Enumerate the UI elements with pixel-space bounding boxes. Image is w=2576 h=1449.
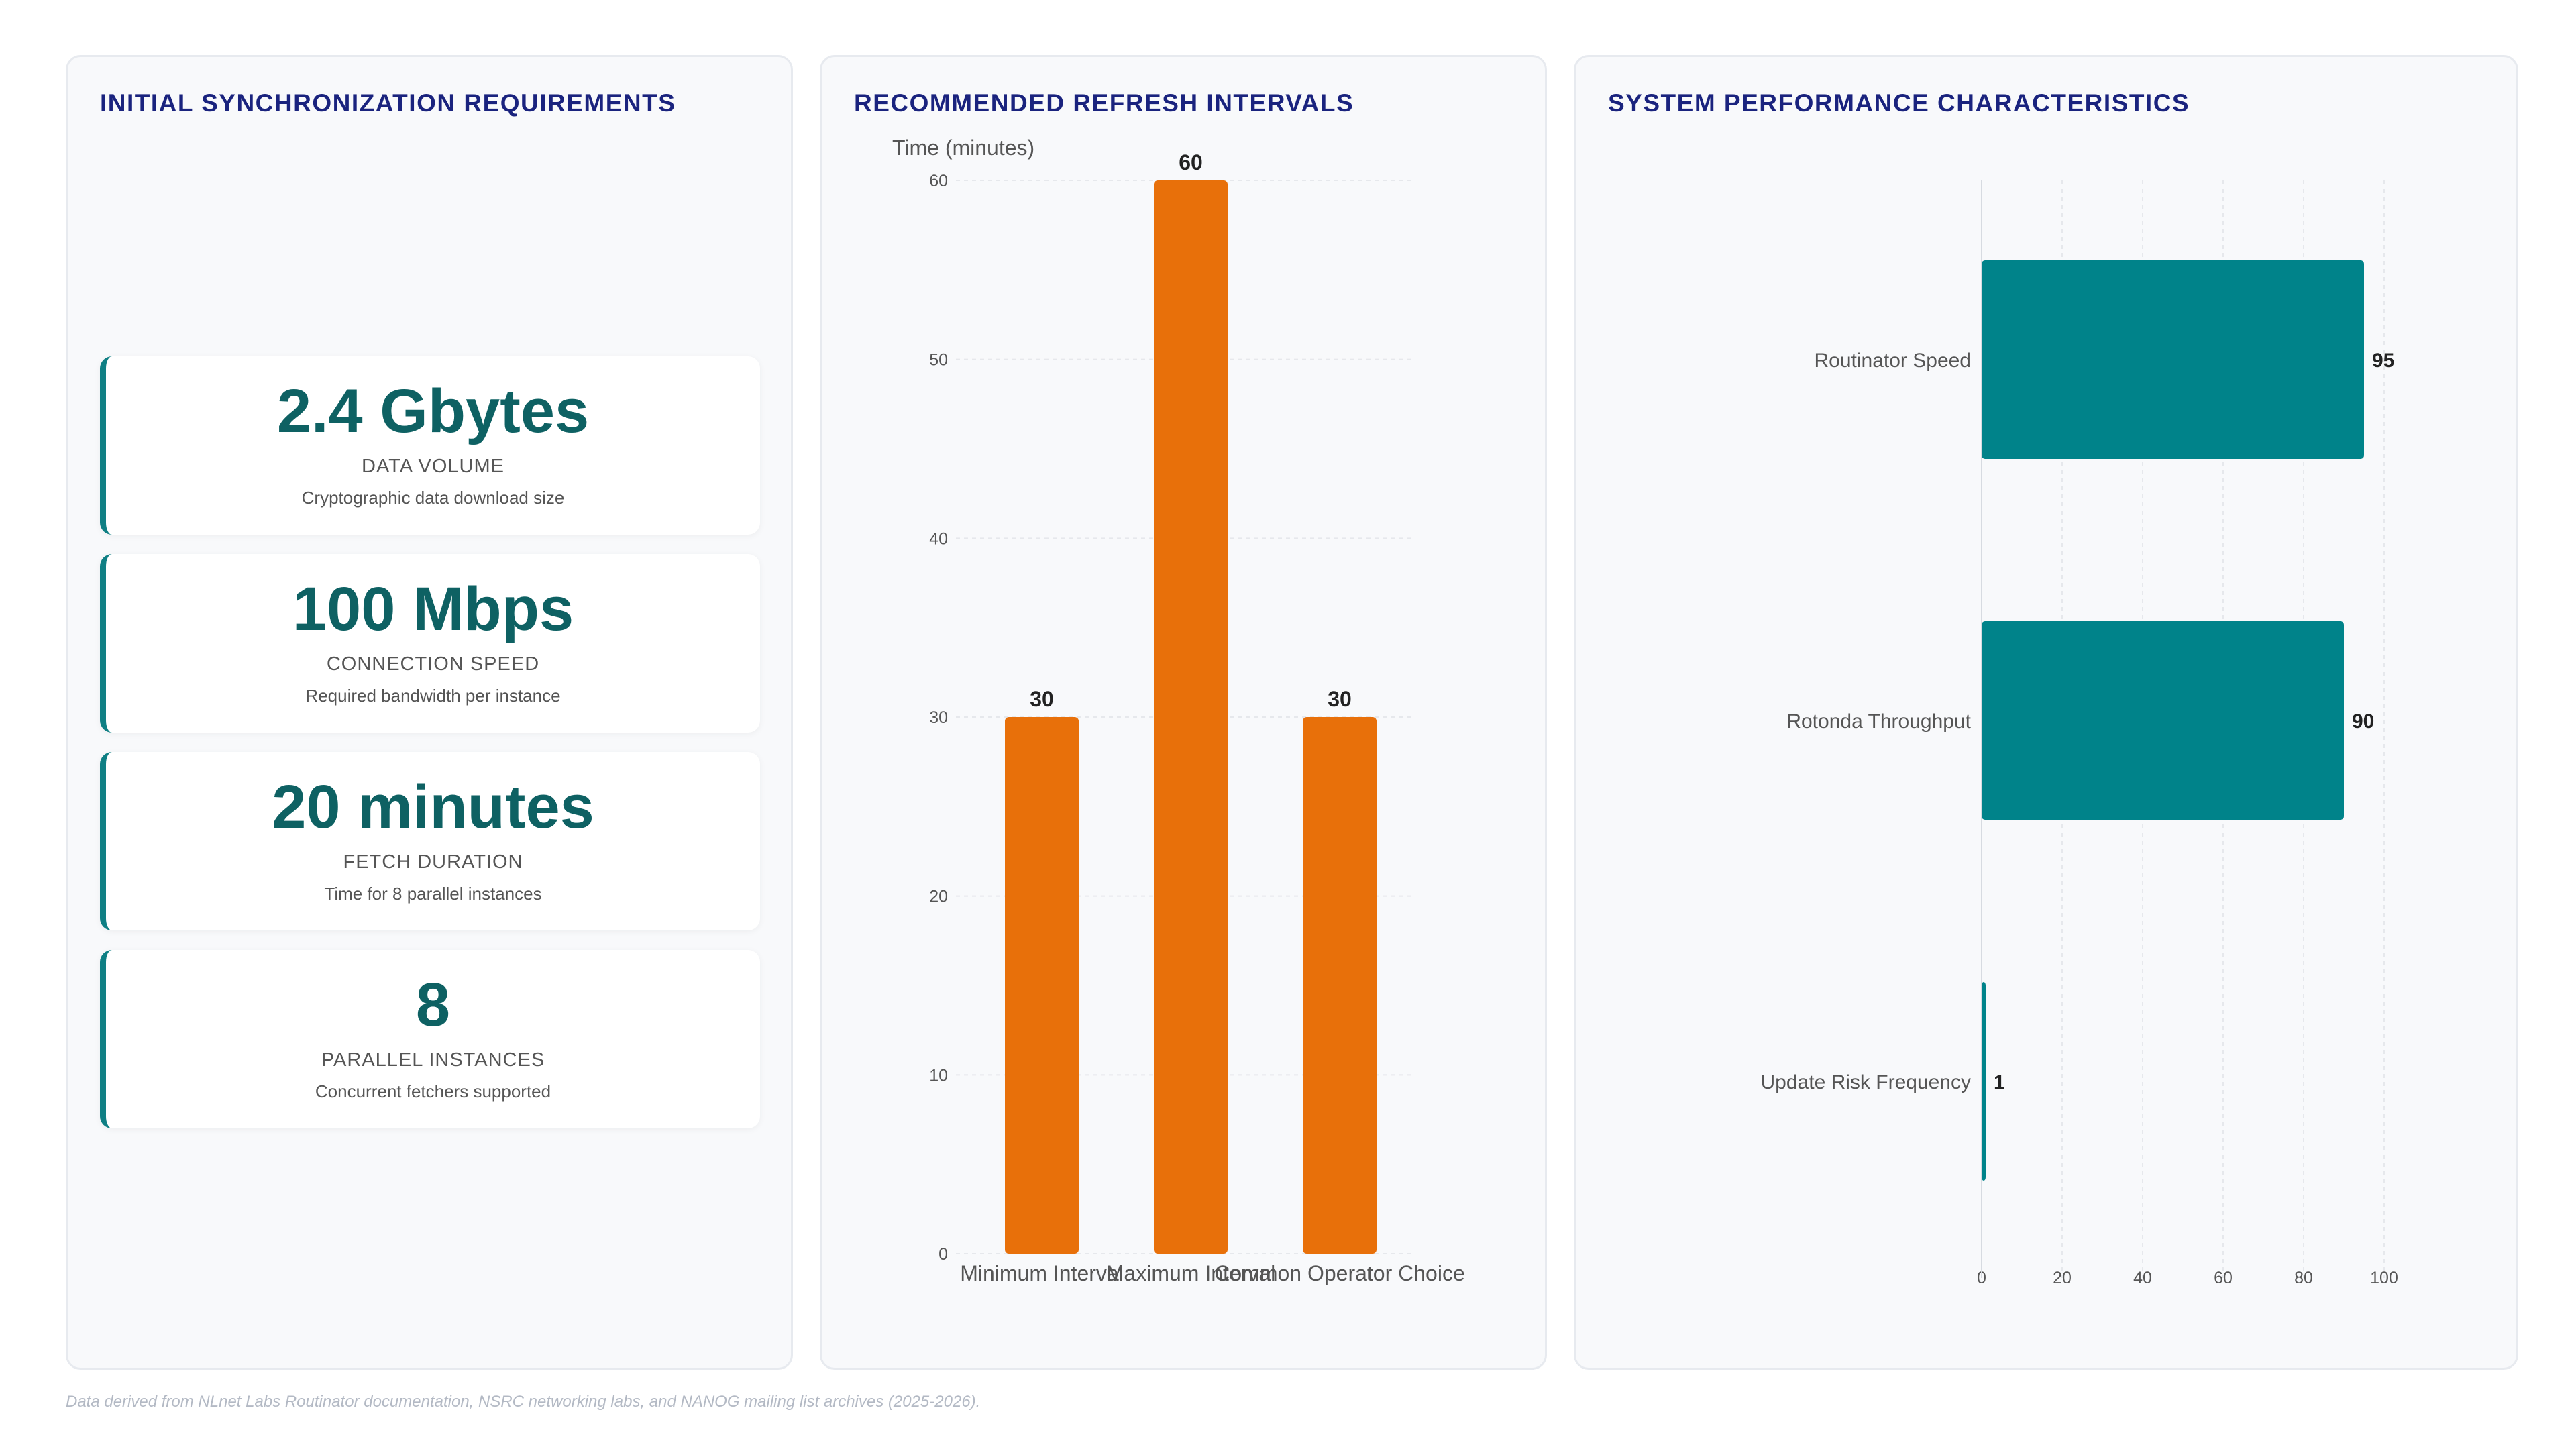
x-tick-label: Common Operator Choice bbox=[1214, 1261, 1464, 1285]
bar bbox=[1982, 982, 1986, 1181]
performance-panel: SYSTEM PERFORMANCE CHARACTERISTICS 02040… bbox=[1574, 55, 2518, 1370]
metric-value: 20 minutes bbox=[272, 773, 594, 841]
bar bbox=[1303, 717, 1377, 1254]
x-tick-label: 100 bbox=[2370, 1269, 2398, 1287]
metric-label: PARALLEL INSTANCES bbox=[321, 1049, 545, 1071]
x-tick-label: 60 bbox=[2214, 1269, 2233, 1287]
y-tick-label: 0 bbox=[938, 1245, 948, 1264]
y-tick-label: Rotonda Throughput bbox=[1786, 710, 1971, 733]
data-label: 60 bbox=[1179, 150, 1203, 174]
metric-value: 2.4 Gbytes bbox=[276, 377, 590, 445]
x-tick-label: Minimum Interval bbox=[960, 1261, 1124, 1285]
y-tick-label: 60 bbox=[929, 172, 948, 191]
metric-label: DATA VOLUME bbox=[362, 455, 504, 477]
y-tick-label: 10 bbox=[929, 1066, 948, 1085]
y-tick-label: 50 bbox=[929, 351, 948, 370]
sync-requirements-panel: INITIAL SYNCHRONIZATION REQUIREMENTS 2.4… bbox=[66, 55, 793, 1370]
y-tick-label: 20 bbox=[929, 888, 948, 906]
metric-card-data-volume: 2.4 Gbytes DATA VOLUME Cryptographic dat… bbox=[100, 356, 760, 535]
data-label: 30 bbox=[1328, 687, 1352, 711]
x-tick-label: 40 bbox=[2133, 1269, 2152, 1287]
data-label: 90 bbox=[2352, 710, 2374, 733]
data-label: 1 bbox=[1994, 1071, 2005, 1093]
y-tick-label: Update Risk Frequency bbox=[1761, 1071, 1971, 1093]
bar bbox=[1005, 717, 1079, 1254]
y-tick-label: 30 bbox=[929, 708, 948, 727]
y-tick-label: Routinator Speed bbox=[1815, 350, 1972, 372]
footer-note: Data derived from NLnet Labs Routinator … bbox=[66, 1393, 981, 1411]
metric-description: Time for 8 parallel instances bbox=[324, 883, 542, 904]
metric-value: 8 bbox=[415, 971, 451, 1039]
refresh-intervals-chart: Time (minutes) 0 10 20 30 40 50 60 30 Minimum Int… bbox=[892, 136, 1465, 1285]
metric-label: CONNECTION SPEED bbox=[326, 653, 540, 675]
data-label: 95 bbox=[2372, 350, 2394, 372]
bar bbox=[1982, 621, 2344, 820]
metric-description: Cryptographic data download size bbox=[301, 488, 565, 508]
metric-card-parallel-instances: 8 PARALLEL INSTANCES Concurrent fetchers… bbox=[100, 950, 760, 1128]
y-axis-label: Time (minutes) bbox=[892, 136, 1034, 160]
metric-label: FETCH DURATION bbox=[343, 851, 523, 873]
metric-description: Required bandwidth per instance bbox=[305, 686, 561, 706]
metric-card-connection-speed: 100 Mbps CONNECTION SPEED Required bandw… bbox=[100, 554, 760, 733]
panel-title: SYSTEM PERFORMANCE CHARACTERISTICS bbox=[1608, 89, 2190, 117]
metric-card-fetch-duration: 20 minutes FETCH DURATION Time for 8 par… bbox=[100, 752, 760, 930]
bar bbox=[1154, 180, 1228, 1254]
x-tick-label: 20 bbox=[2053, 1269, 2072, 1287]
data-label: 30 bbox=[1030, 687, 1054, 711]
y-tick-label: 40 bbox=[929, 529, 948, 548]
panel-title: INITIAL SYNCHRONIZATION REQUIREMENTS bbox=[100, 89, 676, 117]
x-tick-label: 80 bbox=[2294, 1269, 2313, 1287]
bar bbox=[1982, 260, 2364, 459]
metric-value: 100 Mbps bbox=[292, 575, 574, 643]
panel-title: RECOMMENDED REFRESH INTERVALS bbox=[854, 89, 1354, 117]
x-tick-label: Maximum Interval bbox=[1106, 1261, 1276, 1285]
metric-description: Concurrent fetchers supported bbox=[315, 1081, 551, 1102]
refresh-intervals-panel: RECOMMENDED REFRESH INTERVALS Time (minu… bbox=[820, 55, 1547, 1370]
